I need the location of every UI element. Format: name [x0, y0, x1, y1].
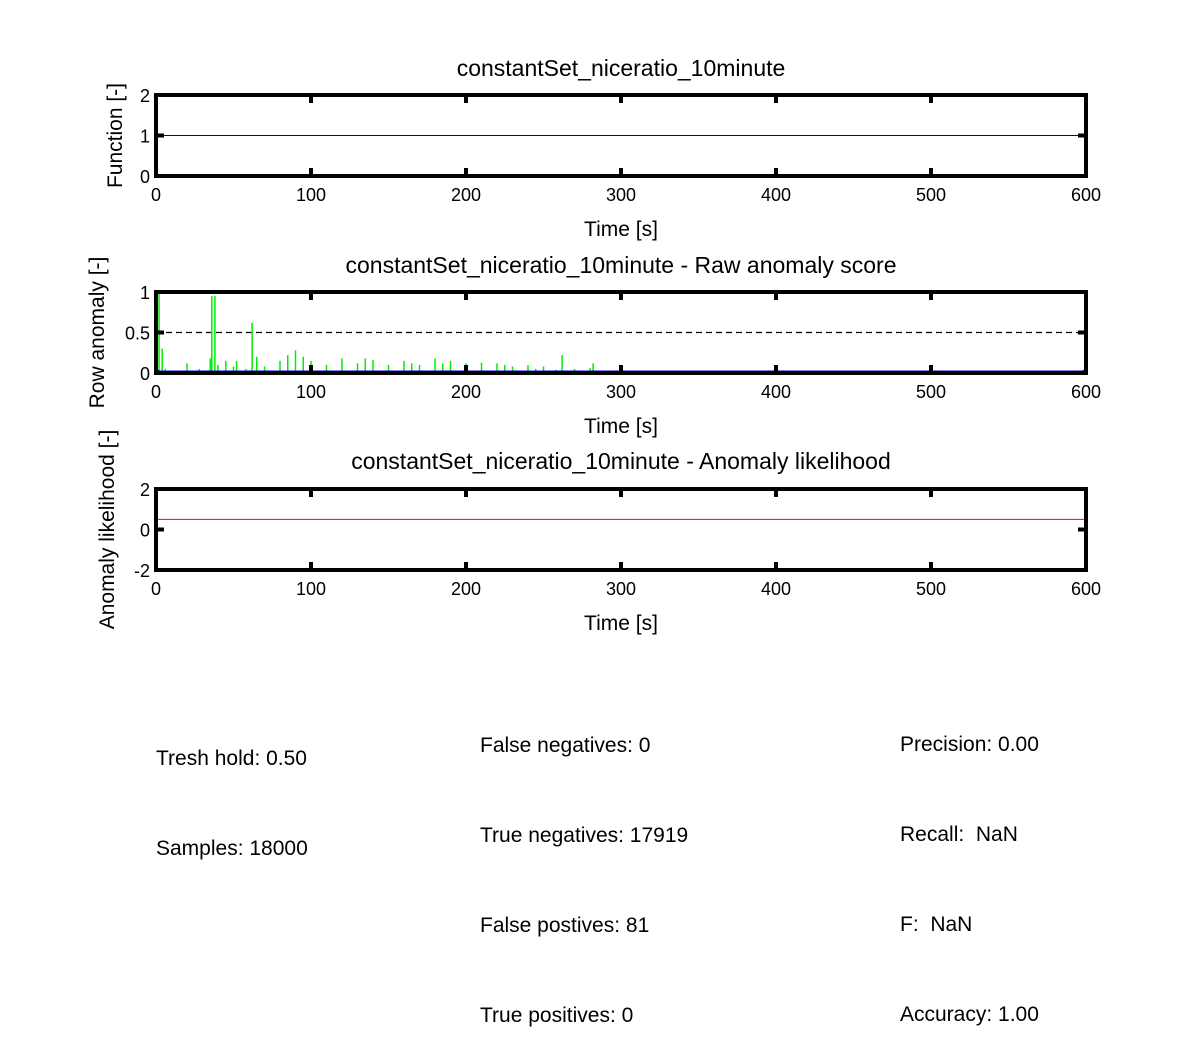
subplot-title: constantSet_niceratio_10minute - Raw ano…: [345, 252, 896, 278]
x-axis-label: Time [s]: [584, 218, 658, 241]
f-score-text: F: NaN: [900, 913, 973, 936]
x-axis-label: Time [s]: [584, 612, 658, 635]
y-tick-label: 0.5: [125, 324, 150, 344]
recall-text: Recall: NaN: [900, 823, 1018, 846]
x-tick-label: 0: [151, 382, 161, 402]
y-tick-label: 1: [140, 127, 150, 147]
y-tick-label: 0: [140, 364, 150, 384]
x-tick-label: 500: [916, 579, 946, 599]
x-tick-label: 500: [916, 185, 946, 205]
precision-text: Precision: 0.00: [900, 733, 1039, 756]
x-tick-label: 100: [296, 382, 326, 402]
figure: 0 100 200 300 400 500 600012constantSet_nicera…: [86, 55, 1101, 635]
x-tick-label: 400: [761, 185, 791, 205]
stats-metrics-block: Precision: 0.00 Recall: NaN F: NaN Accur…: [900, 670, 1039, 1060]
x-tick-label: 600: [1071, 382, 1101, 402]
y-axis-label: Anomaly likelihood [-]: [96, 430, 119, 630]
stats-threshold-block: Tresh hold: 0.50 Samples: 18000: [156, 684, 308, 894]
y-tick-label: -2: [134, 561, 150, 581]
y-tick-label: 2: [140, 86, 150, 106]
true-positives-text: True positives: 0: [480, 1004, 634, 1027]
y-axis-label: Row anomaly [-]: [86, 257, 109, 409]
stats-confusion-block: False negatives: 0 True negatives: 17919…: [480, 671, 688, 1061]
x-axis-label: Time [s]: [584, 415, 658, 438]
x-tick-label: 400: [761, 579, 791, 599]
x-tick-label: 200: [451, 185, 481, 205]
x-tick-label: 300: [606, 579, 636, 599]
false-positives-text: False postives: 81: [480, 914, 650, 937]
x-tick-label: 400: [761, 382, 791, 402]
y-tick-label: 0: [140, 521, 150, 541]
x-tick-label: 300: [606, 382, 636, 402]
y-axis-label: Function [-]: [104, 83, 127, 188]
x-tick-label: 0: [151, 185, 161, 205]
x-tick-label: 0: [151, 579, 161, 599]
y-tick-label: 2: [140, 480, 150, 500]
threshold-text: Tresh hold: 0.50: [156, 747, 307, 770]
x-tick-label: 300: [606, 185, 636, 205]
series-group: [156, 292, 1086, 373]
false-negatives-text: False negatives: 0: [480, 734, 651, 757]
true-negatives-text: True negatives: 17919: [480, 824, 689, 847]
subplot-title: constantSet_niceratio_10minute - Anomaly…: [351, 448, 891, 474]
x-tick-label: 200: [451, 579, 481, 599]
y-tick-label: 0: [140, 167, 150, 187]
subplot-3: 0 100 200 300 400 500 600-202constantSet_nicer…: [96, 430, 1101, 635]
x-tick-label: 200: [451, 382, 481, 402]
x-tick-label: 600: [1071, 579, 1101, 599]
x-tick-label: 100: [296, 579, 326, 599]
x-tick-label: 600: [1071, 185, 1101, 205]
subplot-2: 0 100 200 300 400 500 600 0 0.5 1 constantSet_nice…: [86, 252, 1101, 438]
axes-frame: [154, 487, 1088, 572]
x-tick-label: 100: [296, 185, 326, 205]
accuracy-text: Accuracy: 1.00: [900, 1003, 1039, 1026]
x-tick-label: 500: [916, 382, 946, 402]
subplot-title: constantSet_niceratio_10minute: [457, 55, 786, 81]
subplot-1: 0 100 200 300 400 500 600 0 1 2 constantSet_nicera…: [104, 55, 1101, 241]
y-tick-label: 1: [140, 283, 150, 303]
samples-text: Samples: 18000: [156, 837, 308, 860]
